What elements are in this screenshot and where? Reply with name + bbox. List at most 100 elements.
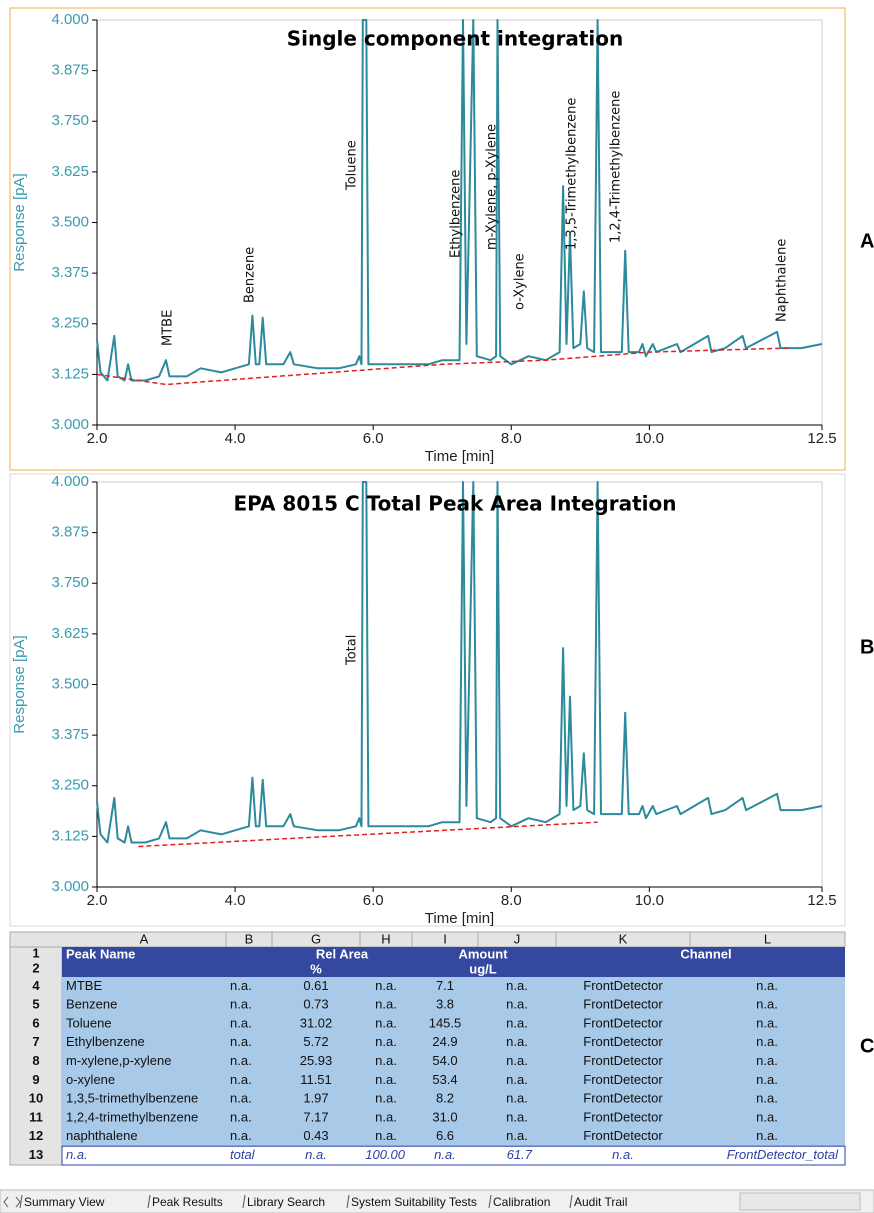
peak-label: 1,2,4-Trimethylbenzene [609,91,624,243]
cell: n.a. [506,1053,528,1068]
column-letter: I [443,931,447,946]
y-tick-label: 3.000 [51,878,89,895]
cell: n.a. [506,978,528,993]
y-tick-label: 3.125 [51,365,89,382]
cell: n.a. [756,1015,778,1030]
cell: FrontDetector [583,997,663,1012]
cell: n.a. [230,997,252,1012]
y-tick-label: 3.625 [51,625,89,642]
cell: n.a. [230,1109,252,1124]
x-axis-label: Time [min] [425,910,494,927]
cell: n.a. [305,1147,327,1162]
header-band [62,947,845,977]
cell: 1,3,5-trimethylbenzene [66,1091,198,1106]
cell: n.a. [375,1053,397,1068]
row-number: 5 [32,997,39,1012]
cell: n.a. [375,1015,397,1030]
trace [96,481,823,844]
y-tick-label: 3.375 [51,726,89,743]
cell: n.a. [230,1091,252,1106]
column-header: Rel Area [316,946,369,961]
scroll-arrow [3,1196,21,1208]
cell: 100.00 [365,1147,406,1162]
tab-bar [0,1189,874,1213]
cell: n.a. [375,1091,397,1106]
column-letter: G [311,931,321,946]
cell: 5.72 [303,1034,328,1049]
cell: FrontDetector [583,1015,663,1030]
cell: n.a. [230,1053,252,1068]
peak-label: m-Xylene, p-Xylene [485,124,500,250]
row-number: 12 [29,1128,43,1143]
x-tick-label: 8.0 [501,430,522,447]
cell: n.a. [506,1109,528,1124]
panel-frame [9,473,846,927]
cell: 145.5 [429,1015,462,1030]
y-tick-label: 3.875 [51,524,89,541]
cell: n.a. [756,1072,778,1087]
cell: n.a. [506,1072,528,1087]
cell: 7.1 [436,978,454,993]
x-tick-label: 6.0 [363,892,384,909]
y-tick-label: 3.875 [51,62,89,79]
cell: n.a. [506,1034,528,1049]
cell: 31.02 [300,1015,333,1030]
tab-sep [19,1194,23,1209]
column-letter: K [619,931,628,946]
cell: total [230,1147,256,1162]
cell: 6.6 [436,1128,454,1143]
tab-sep [569,1194,573,1209]
x-tick-label: 6.0 [363,430,384,447]
y-axis-label: Response [pA] [11,635,28,733]
row-header [9,946,63,1166]
cell: n.a. [230,1034,252,1049]
sheet-header [9,931,846,948]
cell: n.a. [230,1072,252,1087]
peak-label: 1,3,5-Trimethylbenzene [565,98,580,250]
column-header: ug/L [469,961,496,976]
column-header: Peak Name [66,946,135,961]
y-tick-label: 3.750 [51,112,89,129]
cell: FrontDetector_total [727,1147,839,1162]
panel-label: C [860,1035,874,1057]
scrollbar [739,1192,861,1211]
baseline [96,347,788,386]
column-letter: A [140,931,149,946]
column-letter: L [764,931,771,946]
cell: 0.61 [303,978,328,993]
row-number: 6 [32,1015,39,1030]
cell: n.a. [434,1147,456,1162]
x-tick-label: 2.0 [87,892,108,909]
x-tick-label: 4.0 [225,430,246,447]
cell: FrontDetector [583,1072,663,1087]
column-letter: H [381,931,390,946]
cell: n.a. [756,997,778,1012]
row-number: 2 [32,960,39,975]
y-tick-label: 3.250 [51,315,89,332]
plot-area [96,481,823,888]
panel-label: B [860,636,874,658]
cell: naphthalene [66,1128,138,1143]
cell: FrontDetector [583,1109,663,1124]
tab: System Suitability Tests [351,1195,477,1209]
y-tick-label: 3.250 [51,777,89,794]
cell: n.a. [756,1128,778,1143]
cell: n.a. [375,997,397,1012]
column-header: Amount [458,946,508,961]
cell: m-xylene,p-xylene [66,1053,172,1068]
cell: n.a. [375,1128,397,1143]
cell: 25.93 [300,1053,333,1068]
baseline [138,821,598,848]
tab-sep [488,1194,492,1209]
cell: FrontDetector [583,1128,663,1143]
panel-label: A [860,230,874,252]
cell: FrontDetector [583,1034,663,1049]
cell: 61.7 [507,1147,533,1162]
peak-label: Total [345,635,360,666]
x-tick-label: 4.0 [225,892,246,909]
cell: n.a. [756,1109,778,1124]
chart-title: EPA 8015 C Total Peak Area Integration [233,492,676,516]
cell: n.a. [756,1034,778,1049]
peak-label: Naphthalene [775,239,790,322]
tab: Calibration [493,1195,550,1209]
